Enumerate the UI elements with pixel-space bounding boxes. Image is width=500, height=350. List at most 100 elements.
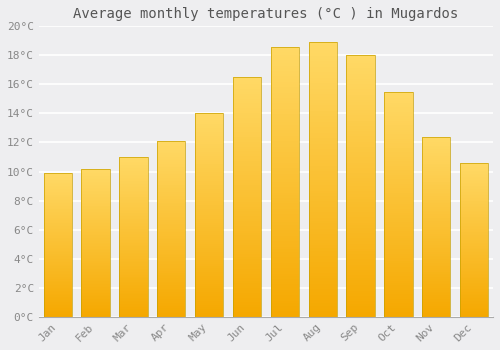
Bar: [270, 120, 299, 122]
Bar: [157, 264, 186, 266]
Bar: [119, 205, 148, 206]
Bar: [119, 294, 148, 296]
Bar: [460, 312, 488, 314]
Bar: [157, 152, 186, 153]
Bar: [384, 92, 412, 317]
Bar: [422, 225, 450, 227]
Bar: [346, 139, 375, 142]
Bar: [195, 146, 224, 148]
Bar: [44, 248, 72, 249]
Bar: [157, 304, 186, 306]
Bar: [233, 192, 261, 195]
Bar: [422, 158, 450, 160]
Bar: [233, 271, 261, 274]
Bar: [44, 295, 72, 297]
Bar: [44, 313, 72, 314]
Bar: [346, 108, 375, 110]
Bar: [460, 247, 488, 249]
Bar: [308, 259, 337, 262]
Bar: [270, 252, 299, 255]
Bar: [460, 281, 488, 283]
Bar: [422, 227, 450, 229]
Bar: [195, 250, 224, 252]
Bar: [384, 290, 412, 292]
Bar: [460, 172, 488, 174]
Bar: [422, 189, 450, 191]
Bar: [308, 223, 337, 226]
Bar: [308, 67, 337, 70]
Bar: [44, 315, 72, 317]
Bar: [82, 183, 110, 185]
Bar: [308, 180, 337, 182]
Bar: [119, 250, 148, 251]
Bar: [422, 137, 450, 317]
Bar: [270, 122, 299, 125]
Bar: [44, 213, 72, 215]
Bar: [44, 284, 72, 285]
Bar: [384, 220, 412, 222]
Bar: [119, 157, 148, 317]
Bar: [44, 238, 72, 239]
Bar: [233, 307, 261, 310]
Bar: [82, 235, 110, 237]
Bar: [308, 64, 337, 67]
Bar: [422, 203, 450, 205]
Bar: [270, 222, 299, 225]
Bar: [308, 314, 337, 317]
Bar: [157, 315, 186, 317]
Bar: [422, 221, 450, 223]
Bar: [157, 146, 186, 148]
Bar: [270, 293, 299, 295]
Bar: [384, 148, 412, 150]
Bar: [460, 244, 488, 246]
Bar: [233, 137, 261, 139]
Bar: [308, 284, 337, 287]
Bar: [346, 147, 375, 149]
Bar: [82, 198, 110, 200]
Bar: [233, 250, 261, 252]
Bar: [233, 233, 261, 235]
Bar: [422, 274, 450, 275]
Bar: [460, 260, 488, 261]
Bar: [422, 259, 450, 261]
Bar: [422, 275, 450, 277]
Bar: [195, 187, 224, 189]
Bar: [346, 251, 375, 254]
Bar: [44, 285, 72, 287]
Bar: [82, 308, 110, 309]
Bar: [119, 302, 148, 304]
Bar: [384, 92, 412, 94]
Bar: [346, 170, 375, 173]
Bar: [460, 257, 488, 258]
Bar: [195, 181, 224, 183]
Bar: [346, 82, 375, 84]
Bar: [44, 278, 72, 279]
Bar: [308, 133, 337, 135]
Bar: [308, 158, 337, 160]
Bar: [44, 189, 72, 190]
Bar: [422, 238, 450, 239]
Bar: [157, 199, 186, 201]
Bar: [422, 277, 450, 279]
Bar: [308, 127, 337, 130]
Bar: [119, 226, 148, 227]
Bar: [270, 298, 299, 301]
Bar: [308, 147, 337, 149]
Bar: [346, 228, 375, 231]
Bar: [384, 245, 412, 247]
Bar: [422, 270, 450, 272]
Bar: [384, 274, 412, 276]
Bar: [195, 254, 224, 256]
Bar: [195, 244, 224, 246]
Bar: [44, 232, 72, 233]
Bar: [384, 186, 412, 188]
Bar: [44, 314, 72, 315]
Bar: [422, 304, 450, 306]
Bar: [119, 237, 148, 238]
Bar: [422, 139, 450, 140]
Bar: [384, 130, 412, 132]
Bar: [460, 243, 488, 244]
Bar: [460, 163, 488, 164]
Bar: [422, 256, 450, 257]
Bar: [44, 240, 72, 242]
